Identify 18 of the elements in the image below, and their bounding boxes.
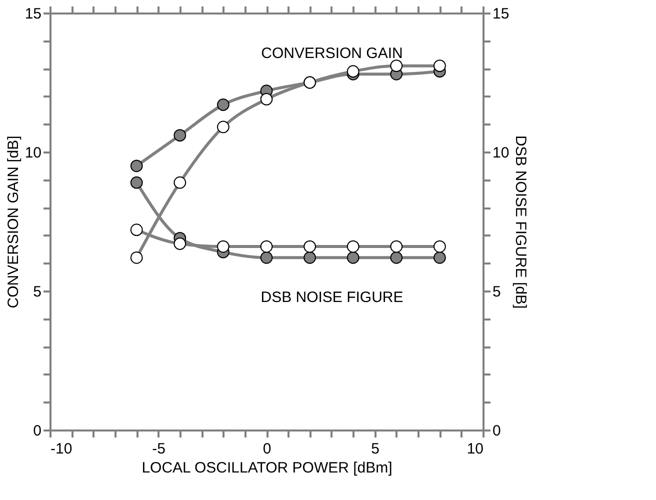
y2-tick-label: 5	[492, 284, 501, 300]
x-axis-title: LOCAL OSCILLATOR POWER [dBm]	[142, 460, 392, 476]
y-tick-label: 10	[24, 144, 42, 162]
y-axis-title: CONVERSION GAIN [dB]	[4, 136, 22, 308]
y2-tick-label: 10	[492, 144, 510, 162]
x-tick-label: 0	[262, 440, 272, 458]
y2-tick-label: 15	[492, 6, 510, 22]
x-tick-label: -5	[152, 440, 166, 458]
x-tick-label: 10	[466, 440, 484, 458]
y-tick-label: 0	[33, 422, 42, 440]
y-tick-label: 5	[33, 284, 42, 300]
annotation: DSB NOISE FIGURE	[260, 289, 404, 306]
y2-tick-label: 0	[492, 422, 501, 440]
y2-axis-title: DSB NOISE FIGURE [dB]	[512, 135, 530, 309]
annotation: CONVERSION GAIN	[261, 45, 403, 62]
x-tick-label: 5	[371, 440, 380, 458]
x-tick-label: -10	[50, 440, 72, 458]
y-tick-label: 15	[24, 6, 42, 22]
